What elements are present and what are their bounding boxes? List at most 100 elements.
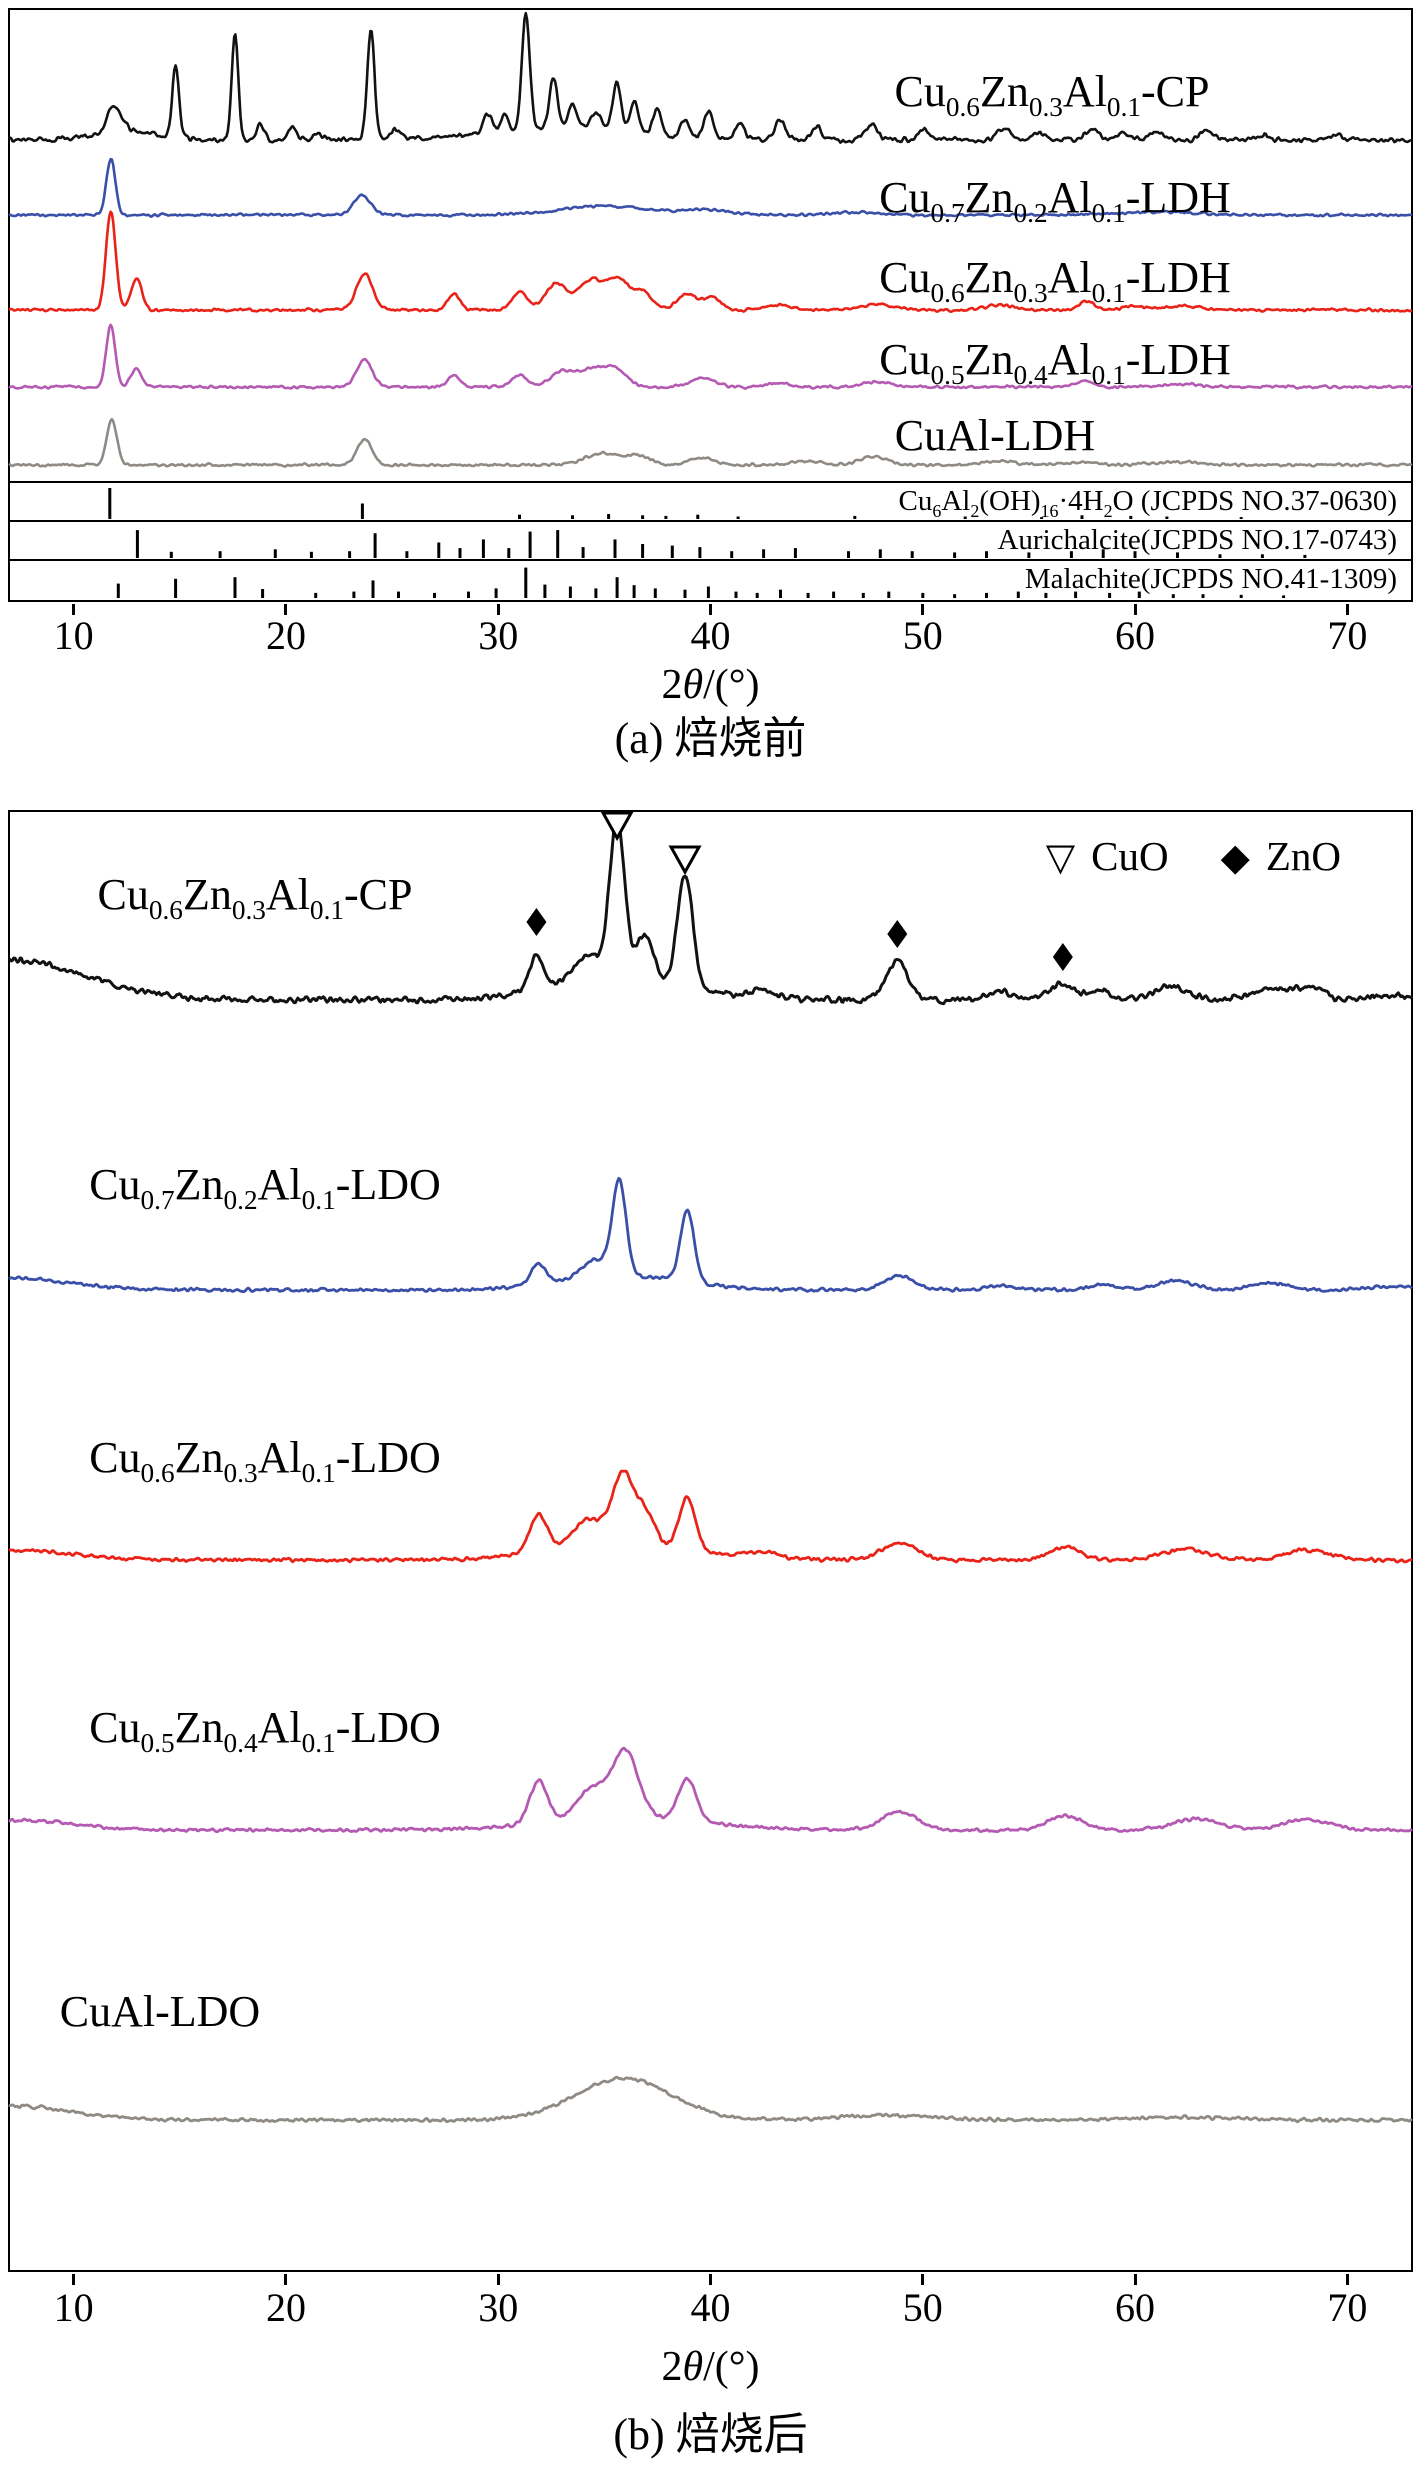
zno-diamond-marker — [1052, 943, 1073, 971]
x-tick-mark — [1133, 604, 1137, 615]
x-tick-mark — [1345, 2274, 1349, 2285]
label-subscript: 0.4 — [1013, 359, 1048, 390]
x-tick-mark — [284, 604, 288, 615]
label-subscript: 16 — [1040, 500, 1059, 521]
xrd-curve-cu0-5zn0-4al0-1-ldo — [8, 1746, 1413, 1834]
label-text: -CP — [1141, 67, 1210, 116]
label-subscript: 0.6 — [148, 894, 183, 925]
xrd-curve-cu0-7zn0-2al0-1-ldo — [8, 1176, 1413, 1293]
x-tick-label: 10 — [53, 613, 94, 658]
panel-b-xrd-canvas — [8, 811, 1413, 2124]
label-text: Al — [1047, 335, 1092, 384]
x-axis-title-prefix: 2 — [661, 662, 683, 708]
label-text: Cu — [97, 870, 149, 919]
x-tick-label: 50 — [902, 2285, 943, 2330]
label-subscript: 0.3 — [223, 1457, 258, 1488]
label-subscript: 6 — [932, 500, 942, 521]
x-tick-label: 50 — [902, 613, 943, 658]
series-label-cu0-7zn0-2al0-1-ldh: Cu0.7Zn0.2Al0.1-LDH — [879, 173, 1231, 227]
x-axis-title-unit: /(°) — [703, 2344, 760, 2390]
label-text: CuAl-LDH — [894, 411, 1096, 460]
label-text: Aurichalcite(JCPDS NO.17-0743) — [997, 523, 1397, 556]
label-subscript: 0.1 — [1091, 359, 1126, 390]
label-text: Zn — [174, 1160, 224, 1209]
series-label-cu0-6zn0-3al0-1-cp: Cu0.6Zn0.3Al0.1-CP — [97, 870, 413, 924]
label-text: Cu — [879, 253, 931, 302]
label-subscript: 2 — [970, 500, 980, 521]
label-text: Al — [1047, 173, 1092, 222]
label-subscript: 0.1 — [309, 894, 345, 925]
x-tick-label: 30 — [478, 613, 519, 658]
label-subscript: 0.1 — [301, 1457, 336, 1488]
label-text: Zn — [964, 335, 1014, 384]
label-text: -LDO — [335, 1703, 441, 1752]
cuo-triangle-icon: ▽ — [1045, 834, 1076, 879]
x-tick-label: 40 — [690, 2285, 731, 2330]
label-subscript: 2 — [1103, 500, 1113, 521]
label-text: Zn — [964, 253, 1014, 302]
panel-a-x-axis-title: 2θ/(°) — [0, 662, 1421, 708]
x-axis-title-theta: θ — [682, 662, 704, 708]
x-tick-mark — [921, 604, 925, 615]
x-tick-mark — [1345, 604, 1349, 615]
label-subscript: 0.5 — [930, 359, 965, 390]
reference-label-malachite-jcpds-no-41-1309: Malachite(JCPDS NO.41-1309) — [1025, 562, 1397, 597]
label-text: Cu — [89, 1160, 141, 1209]
label-subscript: 0.3 — [231, 894, 266, 925]
x-tick-mark — [496, 604, 500, 615]
label-text: Cu — [89, 1703, 141, 1752]
label-subscript: 0.2 — [223, 1184, 258, 1215]
x-tick-mark — [709, 604, 712, 615]
x-tick-mark — [72, 2274, 76, 2285]
label-subscript: 0.1 — [301, 1184, 336, 1215]
x-tick-label: 60 — [1115, 2285, 1156, 2330]
x-tick-mark — [921, 2274, 925, 2285]
label-subscript: 0.7 — [930, 197, 965, 228]
label-text: O (JCPDS NO.37-0630) — [1112, 484, 1397, 517]
label-text: Zn — [979, 67, 1029, 116]
series-label-cual-ldh: CuAl-LDH — [895, 414, 1095, 458]
label-text: -LDH — [1125, 173, 1231, 222]
label-text: -LDO — [335, 1160, 441, 1209]
series-label-cual-ldo: CuAl-LDO — [60, 1990, 260, 2034]
x-tick-label: 40 — [690, 613, 731, 658]
cuo-triangle-marker — [668, 845, 702, 876]
xrd-curve-cu0-6zn0-3al0-1-cp — [8, 815, 1413, 1006]
x-tick-mark — [709, 2274, 712, 2285]
x-tick-mark — [1133, 2274, 1137, 2285]
label-subscript: 0.4 — [223, 1727, 258, 1758]
x-axis-title-unit: /(°) — [703, 662, 760, 708]
label-text: Al — [257, 1703, 302, 1752]
panel-b-plot-box: Cu0.6Zn0.3Al0.1-CP Cu0.7Zn0.2Al0.1-LDO Cu0… — [8, 810, 1413, 2272]
label-subscript: 0.2 — [1013, 197, 1048, 228]
panel-a-caption: (a) 焙烧前 — [614, 714, 807, 763]
label-text: Cu — [89, 1433, 141, 1482]
label-text: Al — [257, 1160, 302, 1209]
panel-a-xrd-canvas — [8, 11, 1413, 598]
label-text: -LDO — [335, 1433, 441, 1482]
label-text: Malachite(JCPDS NO.41-1309) — [1024, 563, 1397, 595]
label-text: Zn — [964, 173, 1014, 222]
label-subscript: 0.3 — [1013, 277, 1048, 308]
panel-b-x-axis-title: 2θ/(°) — [0, 2344, 1421, 2390]
label-text: -CP — [344, 870, 413, 919]
series-label-cu0-6zn0-3al0-1-ldh: Cu0.6Zn0.3Al0.1-LDH — [879, 253, 1231, 307]
x-axis-title-prefix: 2 — [661, 2344, 683, 2390]
legend-item-cuo: ▽ CuO — [1046, 836, 1169, 877]
x-tick-label: 10 — [53, 2285, 94, 2330]
series-label-cu0-5zn0-4al0-1-ldh: Cu0.5Zn0.4Al0.1-LDH — [879, 335, 1231, 389]
legend-phase-label: CuO — [1091, 833, 1169, 879]
label-text: ·4H — [1058, 484, 1104, 517]
label-text: Al — [1047, 253, 1092, 302]
legend-item-zno: ◆ ZnO — [1221, 836, 1341, 877]
series-label-cu0-7zn0-2al0-1-ldo: Cu0.7Zn0.2Al0.1-LDO — [89, 1160, 441, 1214]
panel-a-plot-box: Cu6Al2(OH)16·4H2O (JCPDS NO.37-0630) Auri… — [8, 8, 1413, 602]
zno-diamond-marker — [526, 908, 547, 936]
x-tick-label: 60 — [1115, 613, 1156, 658]
x-tick-mark — [496, 2274, 500, 2285]
x-tick-mark — [72, 604, 76, 615]
xrd-curve-cual-ldh — [8, 417, 1413, 468]
label-subscript: 0.3 — [1028, 91, 1063, 122]
label-text: Cu — [879, 335, 931, 384]
label-text: Al — [257, 1433, 302, 1482]
